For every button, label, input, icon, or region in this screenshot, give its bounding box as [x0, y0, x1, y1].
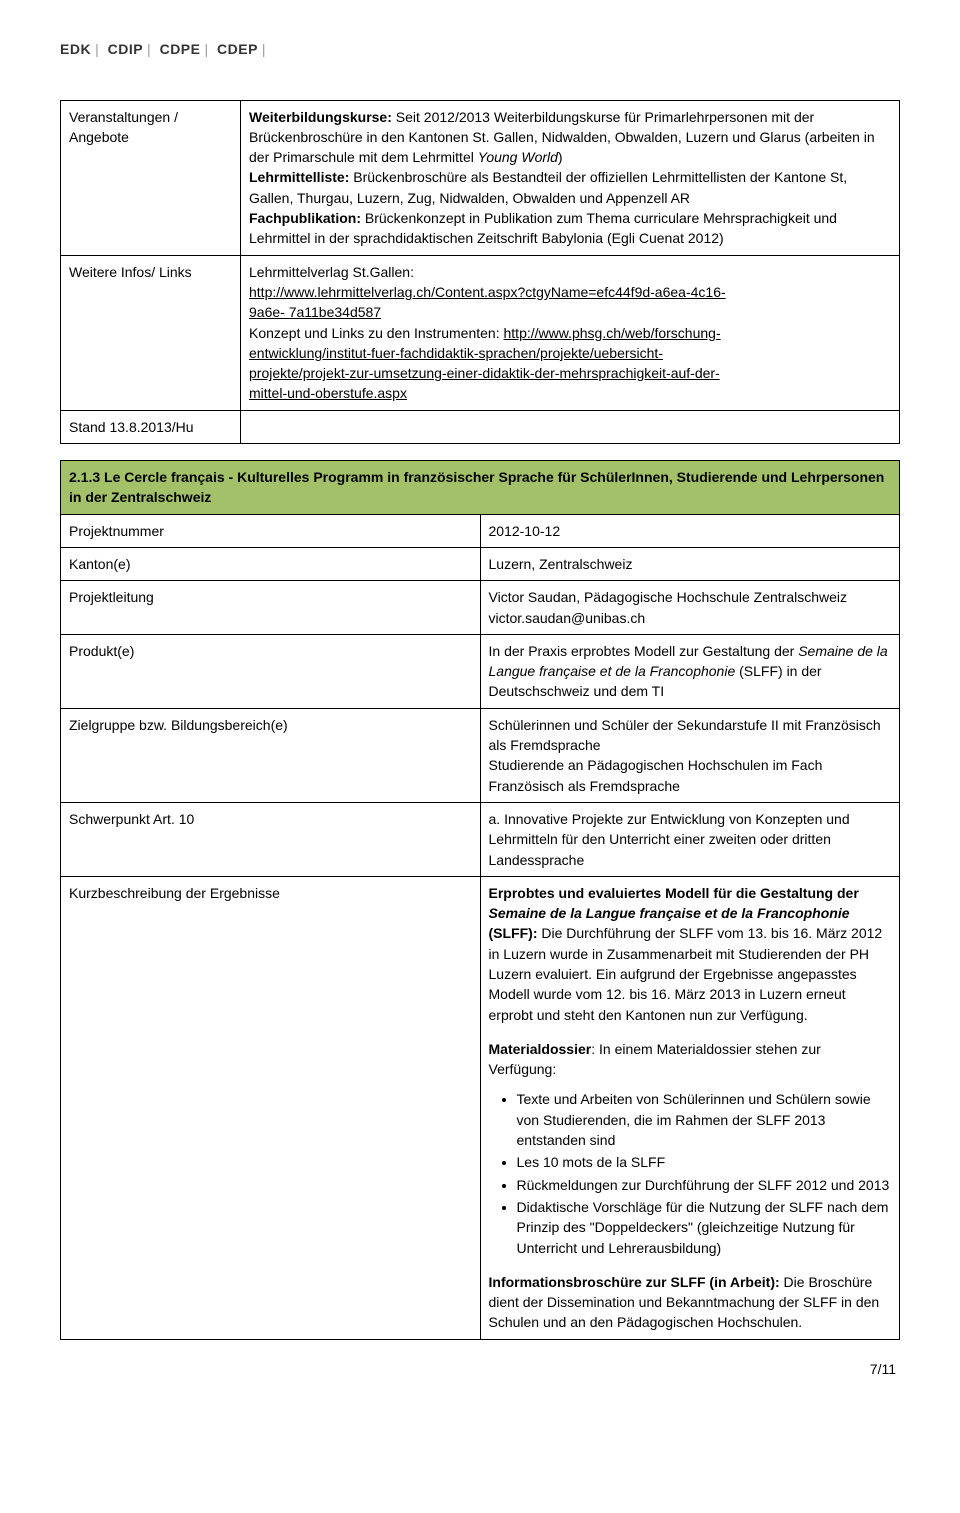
fachpub-label: Fachpublikation:: [249, 210, 361, 226]
links-line1: Lehrmittelverlag St.Gallen:: [249, 264, 414, 280]
row-stand: Stand 13.8.2013/Hu: [61, 410, 900, 443]
row-kanton: Kanton(e) Luzern, Zentralschweiz: [61, 547, 900, 580]
org-1: EDK: [60, 41, 91, 57]
value-veranstaltungen: Weiterbildungskurse: Seit 2012/2013 Weit…: [241, 100, 900, 255]
value-projektleitung: Victor Saudan, Pädagogische Hochschule Z…: [480, 581, 900, 635]
value-kurzbeschreibung: Erprobtes und evaluiertes Modell für die…: [480, 876, 900, 1339]
label-projektnummer: Projektnummer: [61, 514, 481, 547]
label-stand: Stand 13.8.2013/Hu: [61, 410, 241, 443]
row-veranstaltungen: Veranstaltungen / Angebote Weiterbildung…: [61, 100, 900, 255]
row-produkt: Produkt(e) In der Praxis erprobtes Model…: [61, 634, 900, 708]
kb-p1-bold2: (SLFF):: [489, 925, 538, 941]
value-projektnummer: 2012-10-12: [480, 514, 900, 547]
kb-p1-bold: Erprobtes und evaluiertes Modell für die…: [489, 885, 859, 901]
value-stand: [241, 410, 900, 443]
kb-bullet-3: Didaktische Vorschläge für die Nutzung d…: [517, 1197, 892, 1258]
label-kanton: Kanton(e): [61, 547, 481, 580]
kb-bullet-2: Rückmeldungen zur Durchführung der SLFF …: [517, 1175, 892, 1195]
org-4: CDEP: [217, 41, 258, 57]
zielgruppe-line2: Studierende an Pädagogischen Hochschulen…: [489, 757, 823, 793]
kb-bullet-1: Les 10 mots de la SLFF: [517, 1152, 892, 1172]
row-projektnummer: Projektnummer 2012-10-12: [61, 514, 900, 547]
link-1b[interactable]: 9a6e- 7a11be34d587: [249, 304, 381, 320]
label-schwerpunkt: Schwerpunkt Art. 10: [61, 802, 481, 876]
projektleitung-line1: Victor Saudan, Pädagogische Hochschule Z…: [489, 589, 848, 605]
links-line2-pre: Konzept und Links zu den Instrumenten:: [249, 325, 504, 341]
table-section-213: 2.1.3 Le Cercle français - Kulturelles P…: [60, 460, 900, 1340]
org-header: EDK| CDIP| CDPE| CDEP|: [60, 40, 900, 60]
kb-p1-bolditalic: Semaine de la Langue française et de la …: [489, 905, 850, 921]
label-projektleitung: Projektleitung: [61, 581, 481, 635]
kb-bullet-0: Texte und Arbeiten von Schülerinnen und …: [517, 1089, 892, 1150]
kb-p2-bold: Materialdossier: [489, 1041, 592, 1057]
kb-bullets: Texte und Arbeiten von Schülerinnen und …: [489, 1089, 892, 1257]
section-title: 2.1.3 Le Cercle français - Kulturelles P…: [61, 461, 900, 515]
kb-p1-rest: Die Durchführung der SLFF vom 13. bis 16…: [489, 925, 883, 1022]
value-zielgruppe: Schülerinnen und Schüler der Sekundarstu…: [480, 708, 900, 802]
row-schwerpunkt: Schwerpunkt Art. 10 a. Innovative Projek…: [61, 802, 900, 876]
value-kanton: Luzern, Zentralschweiz: [480, 547, 900, 580]
young-world: Young World: [478, 149, 558, 165]
org-3: CDPE: [160, 41, 201, 57]
link-2d[interactable]: mittel-und-oberstufe.aspx: [249, 385, 407, 401]
section-header-213: 2.1.3 Le Cercle français - Kulturelles P…: [61, 461, 900, 515]
label-produkt: Produkt(e): [61, 634, 481, 708]
produkt-pre: In der Praxis erprobtes Modell zur Gesta…: [489, 643, 799, 659]
projektleitung-line2: victor.saudan@unibas.ch: [489, 610, 646, 626]
row-zielgruppe: Zielgruppe bzw. Bildungsbereich(e) Schül…: [61, 708, 900, 802]
value-schwerpunkt: a. Innovative Projekte zur Entwicklung v…: [480, 802, 900, 876]
close-paren: ): [558, 149, 563, 165]
label-weitere-infos: Weitere Infos/ Links: [61, 255, 241, 410]
label-kurzbeschreibung: Kurzbeschreibung der Ergebnisse: [61, 876, 481, 1339]
table-block-1: Veranstaltungen / Angebote Weiterbildung…: [60, 100, 900, 444]
value-produkt: In der Praxis erprobtes Modell zur Gesta…: [480, 634, 900, 708]
link-2a[interactable]: http://www.phsg.ch/web/forschung-: [504, 325, 721, 341]
weiterbildung-label: Weiterbildungskurse:: [249, 109, 392, 125]
label-veranstaltungen: Veranstaltungen / Angebote: [61, 100, 241, 255]
link-2b[interactable]: entwicklung/institut-fuer-fachdidaktik-s…: [249, 345, 663, 361]
row-kurzbeschreibung: Kurzbeschreibung der Ergebnisse Erprobte…: [61, 876, 900, 1339]
lehrmittelliste-label: Lehrmittelliste:: [249, 169, 349, 185]
link-1a[interactable]: http://www.lehrmittelverlag.ch/Content.a…: [249, 284, 726, 300]
org-2: CDIP: [108, 41, 143, 57]
page-number: 7/11: [60, 1360, 900, 1380]
zielgruppe-line1: Schülerinnen und Schüler der Sekundarstu…: [489, 717, 881, 753]
value-weitere-infos: Lehrmittelverlag St.Gallen: http://www.l…: [241, 255, 900, 410]
label-zielgruppe: Zielgruppe bzw. Bildungsbereich(e): [61, 708, 481, 802]
row-projektleitung: Projektleitung Victor Saudan, Pädagogisc…: [61, 581, 900, 635]
kb-p3-bold: Informationsbroschüre zur SLFF (in Arbei…: [489, 1274, 780, 1290]
link-2c[interactable]: projekte/projekt-zur-umsetzung-einer-did…: [249, 365, 720, 381]
row-weitere-infos: Weitere Infos/ Links Lehrmittelverlag St…: [61, 255, 900, 410]
